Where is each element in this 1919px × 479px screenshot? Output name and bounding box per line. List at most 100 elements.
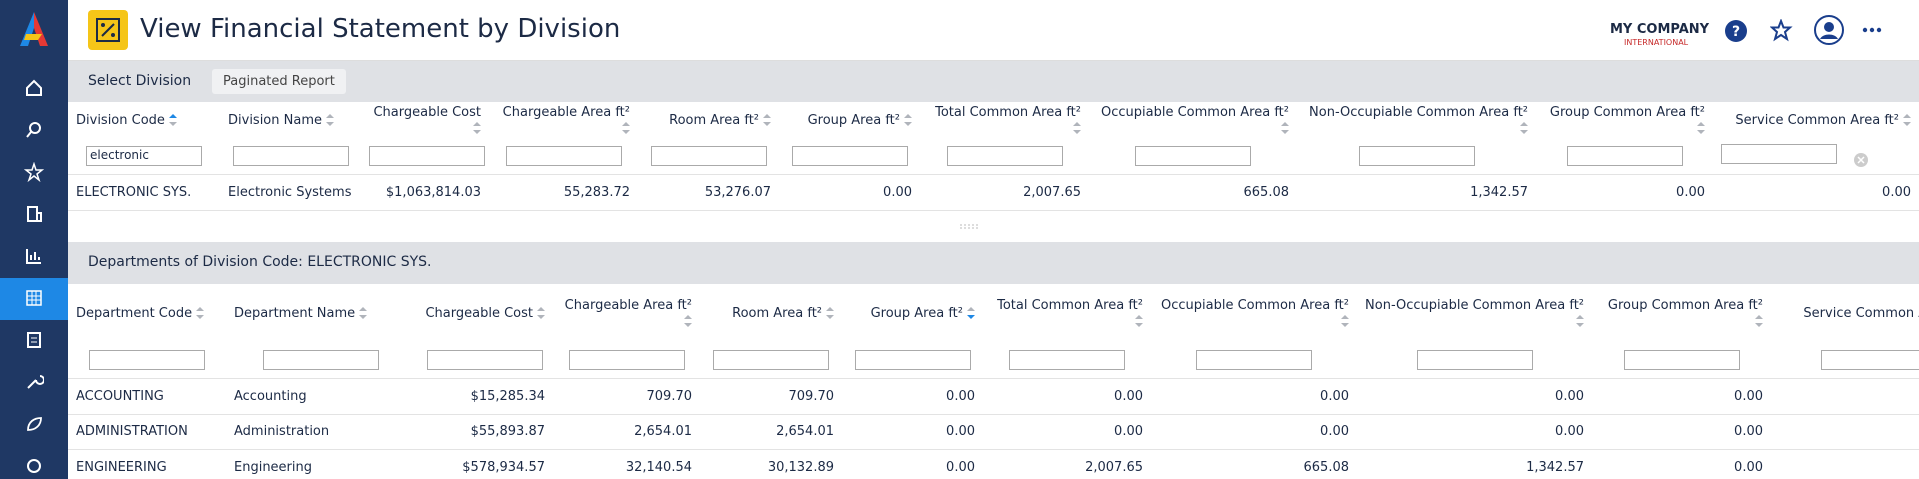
column-header[interactable]: Group Area ft² bbox=[779, 102, 920, 138]
column-label: Occupiable Common Area ft² bbox=[1101, 105, 1289, 120]
search-icon[interactable] bbox=[24, 120, 44, 140]
filter-input[interactable] bbox=[1135, 145, 1251, 166]
column-header[interactable]: Occupiable Common Area ft² bbox=[1151, 284, 1357, 343]
sort-icon[interactable] bbox=[1576, 314, 1584, 327]
user-icon[interactable] bbox=[1814, 15, 1844, 45]
filter-input[interactable] bbox=[1566, 145, 1683, 166]
filter-input[interactable] bbox=[1721, 143, 1837, 164]
sort-icon[interactable] bbox=[1135, 314, 1143, 327]
building-icon[interactable] bbox=[24, 204, 44, 224]
column-header[interactable]: Chargeable Area ft² bbox=[489, 102, 638, 138]
filter-input[interactable] bbox=[1358, 145, 1475, 166]
data-row[interactable]: ENGINEERING Engineering $578,934.57 32,140.… bbox=[68, 449, 1919, 479]
sort-icon[interactable] bbox=[537, 307, 545, 319]
column-header[interactable]: Chargeable Cost bbox=[416, 284, 553, 343]
column-header[interactable]: Group Area ft² bbox=[842, 284, 983, 343]
sort-icon[interactable] bbox=[826, 307, 834, 319]
cell bbox=[1771, 378, 1919, 415]
filter-input[interactable] bbox=[505, 145, 622, 166]
column-label: Service Common Area ft² bbox=[1735, 112, 1899, 128]
sort-icon[interactable] bbox=[1697, 121, 1705, 134]
column-header[interactable]: Room Area ft² bbox=[700, 284, 842, 343]
filter-input[interactable] bbox=[713, 350, 829, 371]
sort-icon[interactable] bbox=[684, 314, 692, 327]
clear-icon[interactable] bbox=[1853, 152, 1869, 168]
filter-input[interactable] bbox=[791, 145, 908, 166]
tool-icon[interactable] bbox=[24, 372, 44, 392]
sort-icon[interactable] bbox=[967, 307, 975, 319]
column-header[interactable]: Service Common Area ft² bbox=[1713, 102, 1919, 138]
sort-icon[interactable] bbox=[1073, 121, 1081, 134]
sort-icon[interactable] bbox=[1341, 314, 1349, 327]
filter-cell bbox=[416, 342, 553, 379]
sort-icon[interactable] bbox=[1755, 314, 1763, 327]
favorite-icon[interactable] bbox=[1770, 19, 1794, 43]
column-header[interactable]: Department Name bbox=[226, 284, 416, 343]
filter-input[interactable] bbox=[89, 350, 205, 371]
cell: 1,342.57 bbox=[1297, 174, 1536, 211]
help-icon[interactable]: ? bbox=[1724, 19, 1748, 43]
column-label: Occupiable Common Area ft² bbox=[1161, 298, 1349, 313]
column-header[interactable]: Room Area ft² bbox=[638, 102, 779, 138]
data-row[interactable]: ELECTRONIC SYS. Electronic Systems $1,063,… bbox=[68, 174, 1919, 211]
filter-input[interactable] bbox=[426, 350, 543, 371]
column-header[interactable]: Occupiable Common Area ft² bbox=[1089, 102, 1297, 138]
data-row[interactable]: ACCOUNTING Accounting $15,285.34 709.70 709.… bbox=[68, 378, 1919, 415]
data-row[interactable]: ADMINISTRATION Administration $55,893.87 2,… bbox=[68, 414, 1919, 450]
chart-icon[interactable] bbox=[24, 246, 44, 266]
column-header[interactable]: Department Code bbox=[68, 284, 226, 343]
sort-icon[interactable] bbox=[326, 114, 334, 126]
sort-icon[interactable] bbox=[904, 114, 912, 126]
sort-icon[interactable] bbox=[763, 114, 771, 126]
column-label: Non-Occupiable Common Area ft² bbox=[1309, 105, 1528, 120]
filter-input[interactable] bbox=[1821, 350, 1919, 371]
doc-icon[interactable] bbox=[24, 330, 44, 350]
cell: 55,283.72 bbox=[489, 174, 638, 211]
home-icon[interactable] bbox=[24, 78, 44, 98]
sort-icon[interactable] bbox=[359, 307, 368, 319]
column-label: Division Name bbox=[228, 112, 322, 128]
column-header[interactable]: Chargeable Cost bbox=[361, 102, 489, 138]
filter-input[interactable] bbox=[263, 350, 379, 371]
column-header[interactable]: Non-Occupiable Common Area ft² bbox=[1297, 102, 1536, 138]
filter-input[interactable] bbox=[1196, 350, 1312, 371]
filter-input[interactable] bbox=[854, 350, 971, 371]
sort-icon[interactable] bbox=[168, 114, 177, 126]
header-row: Department Code Department Name Chargeable… bbox=[68, 284, 1919, 343]
sort-icon[interactable] bbox=[622, 121, 630, 134]
filter-input[interactable] bbox=[650, 145, 767, 166]
table: Division Code Division Name Chargeable Cos… bbox=[68, 102, 1919, 211]
sort-icon[interactable] bbox=[196, 307, 205, 319]
column-header[interactable]: Division Code bbox=[68, 102, 220, 138]
more-icon[interactable] bbox=[1862, 26, 1882, 34]
sort-icon[interactable] bbox=[473, 121, 481, 134]
filter-input[interactable] bbox=[1416, 350, 1533, 371]
filter-cell bbox=[1536, 138, 1713, 175]
filter-input[interactable] bbox=[369, 145, 485, 166]
grid-icon[interactable] bbox=[24, 288, 44, 308]
filter-input[interactable] bbox=[232, 145, 349, 166]
column-header[interactable]: Total Common Area ft² bbox=[983, 284, 1151, 343]
splitter[interactable] bbox=[68, 211, 1919, 242]
filter-input[interactable] bbox=[568, 350, 685, 371]
column-header[interactable]: Chargeable Area ft² bbox=[553, 284, 700, 343]
column-header[interactable]: Service Common Area ft² bbox=[1771, 284, 1919, 343]
tab[interactable]: Paginated Report bbox=[212, 69, 346, 94]
sort-icon[interactable] bbox=[1520, 121, 1528, 134]
column-header[interactable]: Non-Occupiable Common Area ft² bbox=[1357, 284, 1592, 343]
filter-input[interactable] bbox=[1623, 350, 1740, 371]
filter-input[interactable] bbox=[946, 145, 1063, 166]
leaf-icon[interactable] bbox=[24, 414, 44, 434]
column-header[interactable]: Division Name bbox=[220, 102, 361, 138]
column-header[interactable]: Group Common Area ft² bbox=[1536, 102, 1713, 138]
app-logo bbox=[20, 12, 48, 46]
sync-icon[interactable] bbox=[24, 456, 44, 476]
sort-icon[interactable] bbox=[1281, 121, 1289, 134]
star-icon[interactable] bbox=[24, 162, 44, 182]
column-header[interactable]: Total Common Area ft² bbox=[920, 102, 1089, 138]
filter-cell bbox=[1089, 138, 1297, 175]
column-header[interactable]: Group Common Area ft² bbox=[1592, 284, 1771, 343]
filter-input[interactable] bbox=[1009, 350, 1125, 371]
filter-input[interactable]: electronic bbox=[86, 145, 202, 166]
sort-icon[interactable] bbox=[1903, 114, 1911, 126]
